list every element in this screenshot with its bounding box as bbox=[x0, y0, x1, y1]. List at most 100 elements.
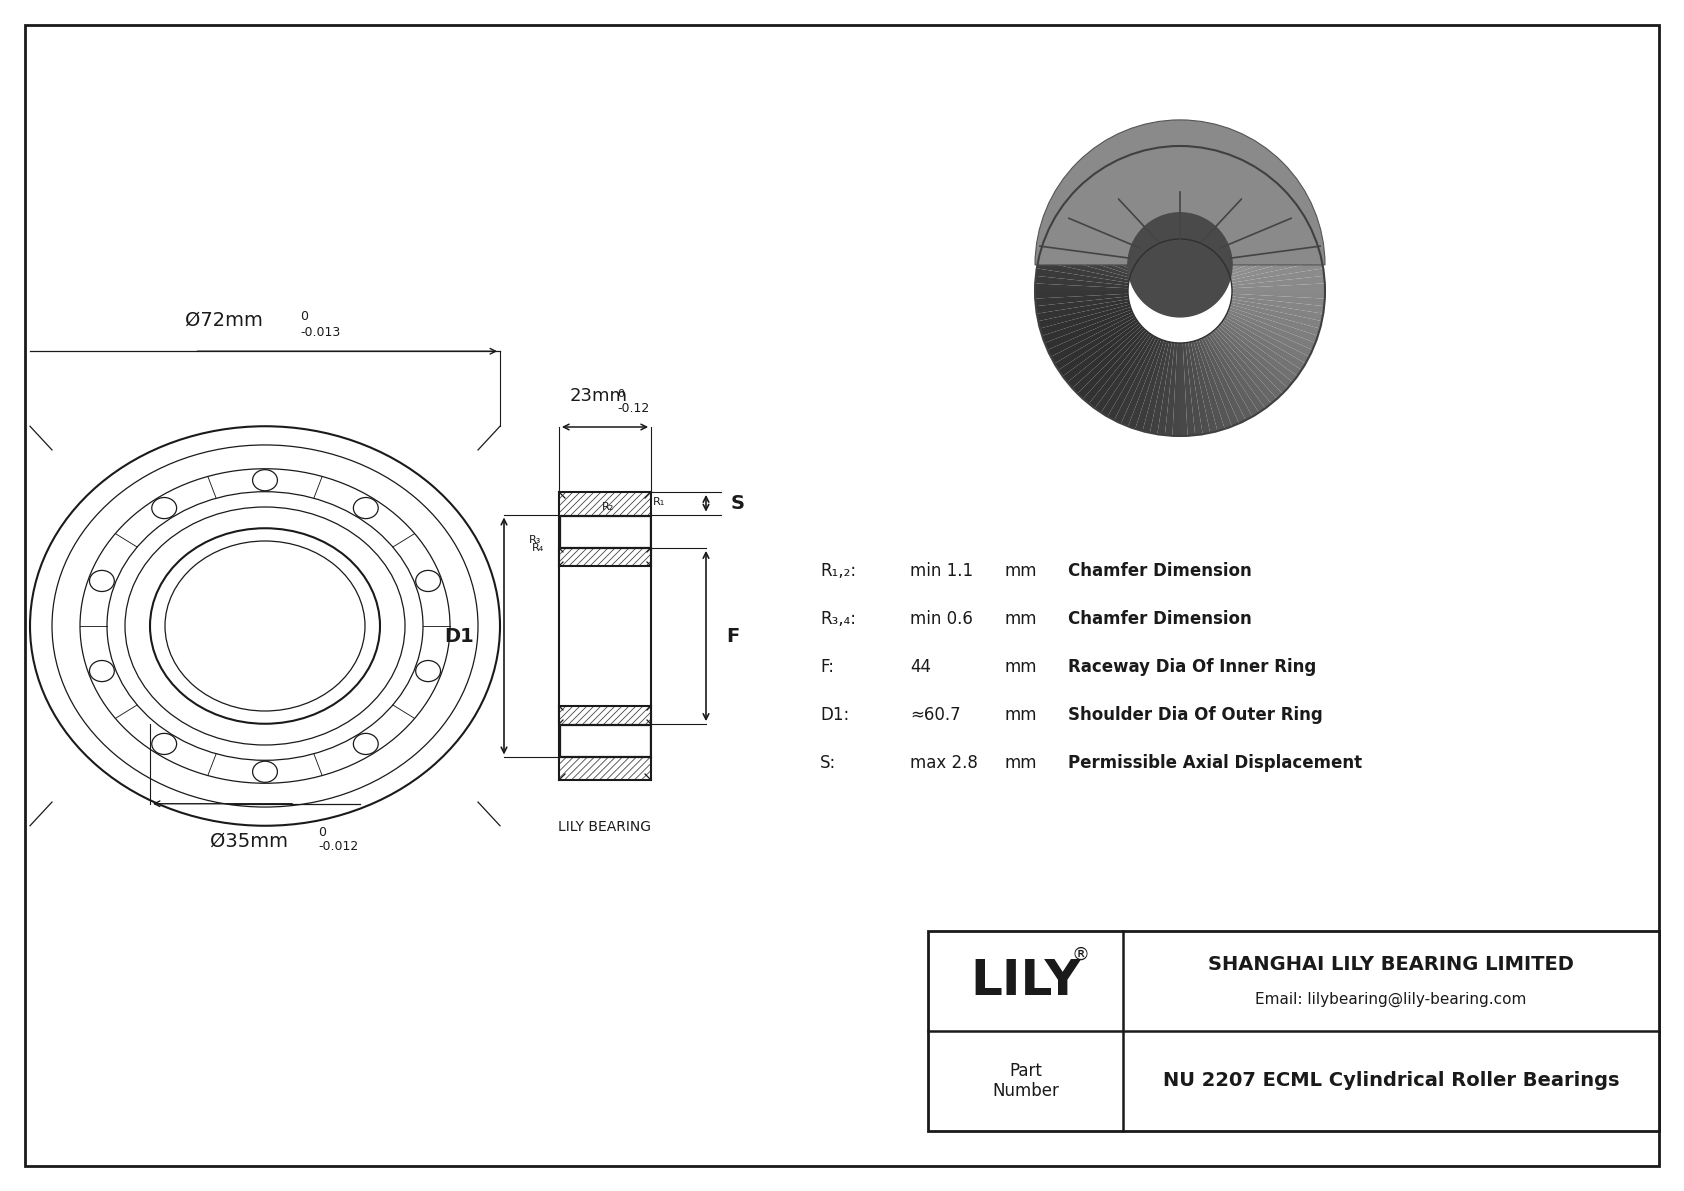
Wedge shape bbox=[1231, 299, 1324, 322]
Wedge shape bbox=[1212, 179, 1276, 252]
Text: D1:: D1: bbox=[820, 706, 849, 724]
Wedge shape bbox=[1182, 343, 1196, 436]
Wedge shape bbox=[1186, 146, 1202, 239]
Wedge shape bbox=[1231, 268, 1324, 286]
Wedge shape bbox=[1165, 343, 1177, 436]
Wedge shape bbox=[1228, 310, 1315, 350]
Wedge shape bbox=[1211, 331, 1271, 409]
Wedge shape bbox=[1095, 333, 1152, 412]
Text: min 0.6: min 0.6 bbox=[909, 610, 973, 628]
Wedge shape bbox=[1078, 328, 1145, 399]
Wedge shape bbox=[1101, 335, 1154, 417]
Wedge shape bbox=[1196, 154, 1233, 243]
Text: -0.012: -0.012 bbox=[318, 840, 359, 853]
Text: R₄: R₄ bbox=[532, 543, 544, 553]
Wedge shape bbox=[1063, 200, 1140, 261]
Wedge shape bbox=[1157, 146, 1174, 239]
Wedge shape bbox=[1108, 336, 1157, 420]
Wedge shape bbox=[1041, 305, 1130, 336]
Text: R₁,₂:: R₁,₂: bbox=[820, 562, 855, 580]
Wedge shape bbox=[1194, 341, 1224, 431]
Text: R₃,₄:: R₃,₄: bbox=[820, 610, 855, 628]
Text: -0.013: -0.013 bbox=[300, 326, 340, 339]
Text: LILY: LILY bbox=[970, 958, 1081, 1005]
Bar bbox=[561, 725, 650, 756]
Wedge shape bbox=[1135, 151, 1167, 242]
Text: 0: 0 bbox=[300, 310, 308, 323]
Wedge shape bbox=[1180, 146, 1187, 239]
Text: Chamfer Dimension: Chamfer Dimension bbox=[1068, 562, 1251, 580]
Wedge shape bbox=[1226, 312, 1312, 357]
Wedge shape bbox=[1186, 342, 1202, 435]
Text: S: S bbox=[731, 494, 744, 513]
Wedge shape bbox=[1180, 343, 1187, 436]
Wedge shape bbox=[1090, 174, 1150, 250]
Wedge shape bbox=[1165, 146, 1177, 239]
Wedge shape bbox=[1037, 254, 1130, 280]
Wedge shape bbox=[1228, 232, 1315, 273]
Wedge shape bbox=[1083, 330, 1147, 404]
Wedge shape bbox=[1058, 319, 1138, 376]
Wedge shape bbox=[1221, 322, 1297, 382]
Wedge shape bbox=[1036, 294, 1128, 306]
Wedge shape bbox=[1051, 314, 1135, 363]
Text: max 2.8: max 2.8 bbox=[909, 754, 978, 772]
Wedge shape bbox=[1219, 324, 1293, 388]
Text: 0: 0 bbox=[318, 825, 327, 838]
Text: F: F bbox=[726, 626, 739, 646]
Wedge shape bbox=[1036, 268, 1128, 286]
Wedge shape bbox=[1231, 254, 1322, 280]
Wedge shape bbox=[1090, 331, 1150, 409]
Wedge shape bbox=[1068, 194, 1142, 258]
Wedge shape bbox=[1128, 154, 1164, 243]
Wedge shape bbox=[1211, 174, 1271, 250]
Text: min 1.1: min 1.1 bbox=[909, 562, 973, 580]
Wedge shape bbox=[1201, 337, 1246, 424]
Circle shape bbox=[1128, 213, 1233, 317]
Wedge shape bbox=[1206, 335, 1260, 417]
Wedge shape bbox=[1224, 212, 1305, 266]
Wedge shape bbox=[1047, 312, 1133, 357]
Text: Ø72mm: Ø72mm bbox=[185, 310, 263, 329]
Wedge shape bbox=[1204, 336, 1253, 420]
Wedge shape bbox=[1206, 166, 1260, 248]
Wedge shape bbox=[1233, 291, 1325, 299]
Bar bbox=[928, 931, 1659, 1131]
Wedge shape bbox=[1212, 330, 1276, 404]
Text: mm: mm bbox=[1005, 706, 1037, 724]
Wedge shape bbox=[1101, 166, 1154, 248]
Wedge shape bbox=[1209, 333, 1265, 412]
Text: mm: mm bbox=[1005, 754, 1037, 772]
Wedge shape bbox=[1036, 120, 1325, 264]
Text: S:: S: bbox=[820, 754, 837, 772]
Wedge shape bbox=[1122, 156, 1162, 243]
Wedge shape bbox=[1221, 200, 1297, 261]
Wedge shape bbox=[1229, 307, 1319, 343]
Wedge shape bbox=[1229, 239, 1319, 275]
Wedge shape bbox=[1229, 305, 1320, 336]
Wedge shape bbox=[1036, 283, 1128, 291]
Text: R₁: R₁ bbox=[653, 497, 665, 506]
Wedge shape bbox=[1199, 156, 1239, 243]
Wedge shape bbox=[1078, 183, 1145, 254]
Wedge shape bbox=[1047, 225, 1133, 270]
Wedge shape bbox=[1044, 232, 1133, 273]
Text: ®: ® bbox=[1071, 946, 1090, 964]
Text: 44: 44 bbox=[909, 657, 931, 676]
Wedge shape bbox=[1189, 342, 1211, 435]
Wedge shape bbox=[1150, 148, 1172, 241]
Wedge shape bbox=[1073, 188, 1143, 256]
Wedge shape bbox=[1037, 261, 1130, 283]
Wedge shape bbox=[1189, 148, 1211, 241]
Wedge shape bbox=[1191, 342, 1218, 432]
Wedge shape bbox=[1219, 194, 1293, 258]
Text: R₃: R₃ bbox=[529, 535, 541, 545]
Wedge shape bbox=[1231, 301, 1322, 329]
Bar bbox=[561, 516, 650, 547]
Wedge shape bbox=[1122, 338, 1162, 426]
Wedge shape bbox=[1229, 247, 1320, 278]
Wedge shape bbox=[1172, 146, 1180, 239]
Text: mm: mm bbox=[1005, 562, 1037, 580]
Wedge shape bbox=[1218, 326, 1288, 393]
Wedge shape bbox=[1194, 151, 1224, 242]
